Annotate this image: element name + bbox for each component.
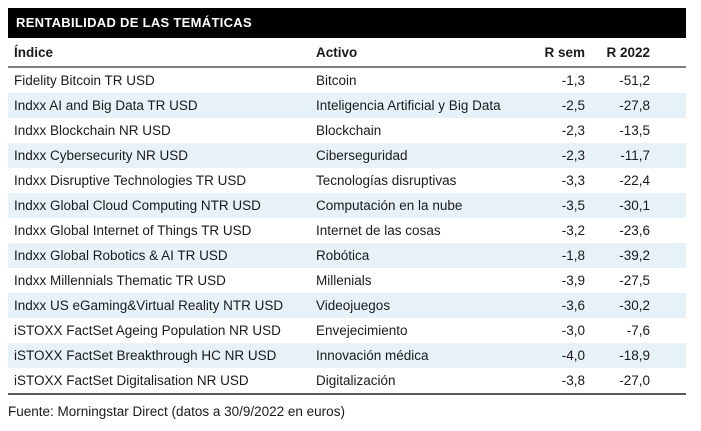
cell-r-2022: -7,6	[626, 323, 650, 338]
cell-indice: iSTOXX FactSet Breakthrough HC NR USD	[14, 348, 277, 363]
header-row: Índice Activo R sem R 2022	[8, 38, 686, 68]
cell-r-sem: -4,0	[561, 348, 585, 363]
cell-r-sem: -1,3	[561, 73, 585, 88]
report-title: RENTABILIDAD DE LAS TEMÁTICAS	[8, 8, 686, 38]
cell-r-sem: -3,8	[561, 373, 585, 388]
cell-indice: Indxx Disruptive Technologies TR USD	[14, 173, 247, 188]
table-row: Indxx Global Robotics & AI TR USD Robóti…	[8, 243, 686, 268]
cell-r-sem: -3,6	[561, 298, 585, 313]
cell-r-sem: -3,2	[561, 223, 585, 238]
cell-indice: iSTOXX FactSet Ageing Population NR USD	[14, 323, 281, 338]
column-header-indice: Índice	[8, 38, 312, 68]
cell-r-2022: -27,5	[619, 273, 650, 288]
thematics-returns-report: RENTABILIDAD DE LAS TEMÁTICAS Índice Act…	[8, 8, 686, 419]
cell-activo: Millenials	[316, 273, 372, 288]
table-row: iSTOXX FactSet Breakthrough HC NR USD In…	[8, 343, 686, 368]
cell-activo: Computación en la nube	[316, 198, 463, 213]
table-row: Indxx Disruptive Technologies TR USD Tec…	[8, 168, 686, 193]
cell-indice: Indxx Global Internet of Things TR USD	[14, 223, 252, 238]
column-header-r-sem: R sem	[540, 38, 585, 68]
cell-indice: Indxx Cybersecurity NR USD	[14, 148, 189, 163]
cell-activo: Blockchain	[316, 123, 382, 138]
cell-activo: Tecnologías disruptivas	[316, 173, 457, 188]
cell-activo: Innovación médica	[316, 348, 429, 363]
cell-activo: Robótica	[316, 248, 370, 263]
cell-r-sem: -3,0	[561, 323, 585, 338]
table-row: Indxx AI and Big Data TR USD Inteligenci…	[8, 93, 686, 118]
cell-indice: Indxx Millennials Thematic TR USD	[14, 273, 226, 288]
cell-activo: Videojuegos	[316, 298, 391, 313]
table-row: Indxx Global Cloud Computing NTR USD Com…	[8, 193, 686, 218]
returns-table: Índice Activo R sem R 2022 Fidelity Bitc…	[8, 38, 686, 393]
table-row: Indxx Blockchain NR USD Blockchain -2,3 …	[8, 118, 686, 143]
cell-indice: Indxx Global Robotics & AI TR USD	[14, 248, 228, 263]
cell-indice: Indxx Blockchain NR USD	[14, 123, 171, 138]
cell-r-sem: -3,3	[561, 173, 585, 188]
cell-r-2022: -27,8	[619, 98, 650, 113]
cell-r-2022: -22,4	[619, 173, 650, 188]
table-row: Indxx US eGaming&Virtual Reality NTR USD…	[8, 293, 686, 318]
table-row: iSTOXX FactSet Digitalisation NR USD Dig…	[8, 368, 686, 393]
table-row: Fidelity Bitcoin TR USD Bitcoin -1,3 -51…	[8, 67, 686, 93]
cell-r-sem: -2,3	[561, 123, 585, 138]
cell-r-sem: -2,3	[561, 148, 585, 163]
cell-r-sem: -3,9	[561, 273, 585, 288]
cell-activo: Bitcoin	[316, 73, 357, 88]
cell-activo: Digitalización	[316, 373, 396, 388]
table-header: Índice Activo R sem R 2022	[8, 38, 686, 68]
cell-indice: Indxx AI and Big Data TR USD	[14, 98, 198, 113]
column-header-activo: Activo	[312, 38, 540, 68]
cell-r-2022: -13,5	[619, 123, 650, 138]
cell-r-2022: -11,7	[620, 148, 650, 163]
source-note: Fuente: Morningstar Direct (datos a 30/9…	[8, 393, 686, 419]
table-row: Indxx Global Internet of Things TR USD I…	[8, 218, 686, 243]
cell-indice: Fidelity Bitcoin TR USD	[14, 73, 155, 88]
cell-indice: Indxx Global Cloud Computing NTR USD	[14, 198, 261, 213]
cell-r-2022: -23,6	[619, 223, 650, 238]
column-header-r-2022: R 2022	[585, 38, 686, 68]
cell-r-sem: -3,5	[561, 198, 585, 213]
table-body: Fidelity Bitcoin TR USD Bitcoin -1,3 -51…	[8, 67, 686, 393]
cell-r-2022: -18,9	[619, 348, 650, 363]
table-row: Indxx Millennials Thematic TR USD Millen…	[8, 268, 686, 293]
cell-r-2022: -27,0	[619, 373, 650, 388]
cell-activo: Ciberseguridad	[316, 148, 408, 163]
cell-activo: Inteligencia Artificial y Big Data	[316, 98, 501, 113]
cell-r-sem: -1,8	[561, 248, 585, 263]
cell-r-2022: -51,2	[619, 73, 650, 88]
table-row: iSTOXX FactSet Ageing Population NR USD …	[8, 318, 686, 343]
cell-r-2022: -39,2	[619, 248, 650, 263]
cell-activo: Internet de las cosas	[316, 223, 441, 238]
cell-activo: Envejecimiento	[316, 323, 408, 338]
table-row: Indxx Cybersecurity NR USD Cibersegurida…	[8, 143, 686, 168]
cell-indice: Indxx US eGaming&Virtual Reality NTR USD	[14, 298, 284, 313]
cell-indice: iSTOXX FactSet Digitalisation NR USD	[14, 373, 249, 388]
cell-r-2022: -30,1	[619, 198, 650, 213]
cell-r-2022: -30,2	[619, 298, 650, 313]
cell-r-sem: -2,5	[561, 98, 585, 113]
